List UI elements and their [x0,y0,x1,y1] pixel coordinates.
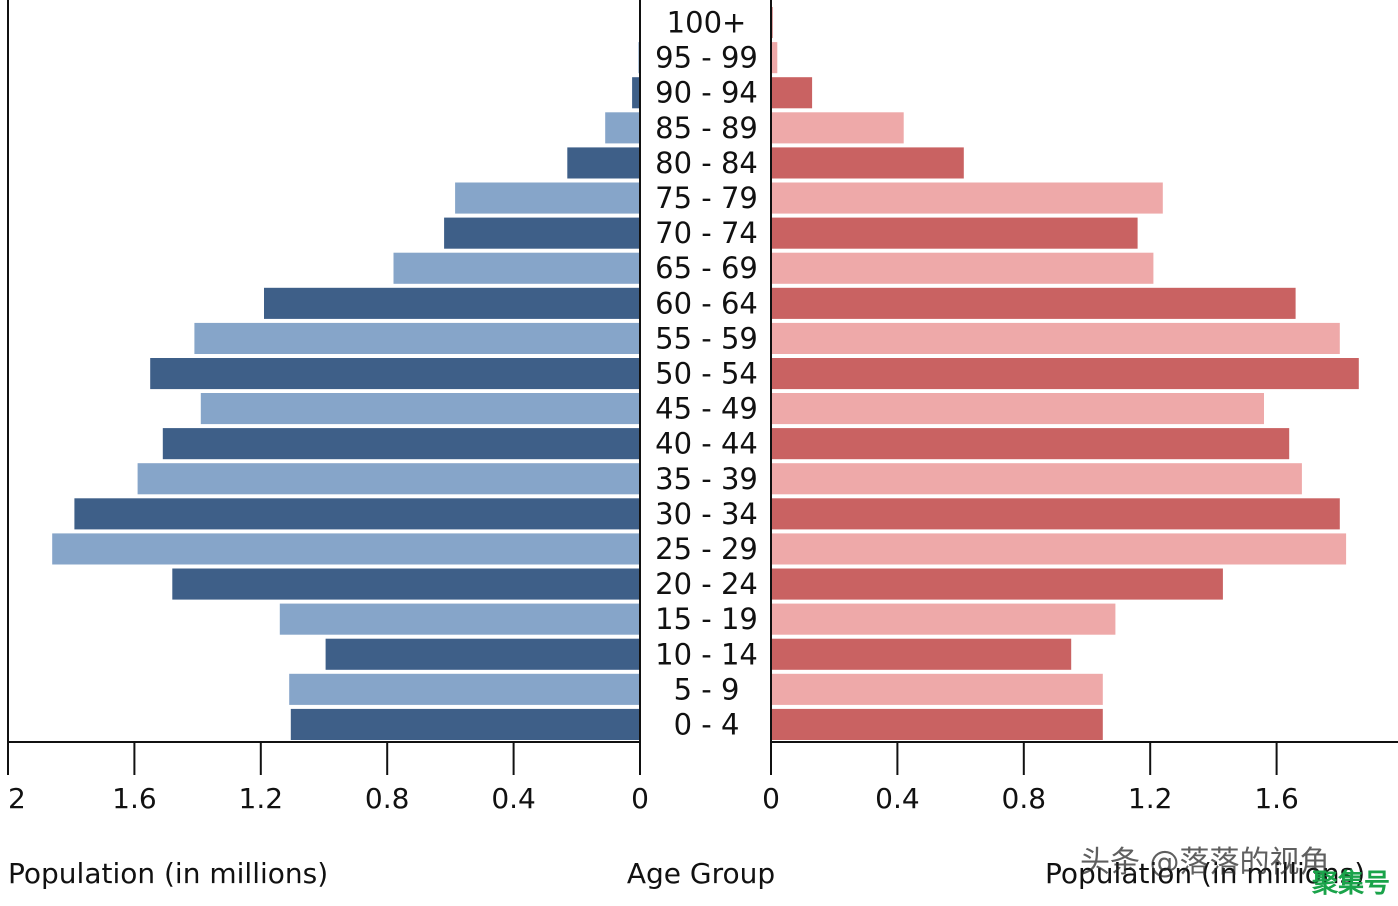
age-group-label: 50 - 54 [655,357,758,391]
age-group-label: 45 - 49 [655,392,758,426]
right-bar-10-14 [771,638,1072,670]
left-tick-label: 1.6 [112,782,157,815]
right-bars-group [771,7,1359,740]
left-tick-label: 0 [631,782,649,815]
left-bar-45-49 [200,393,641,425]
age-group-label: 30 - 34 [655,497,758,531]
right-bar-0-4 [771,708,1103,740]
left-bar-0-4 [290,708,640,740]
right-bar-55-59 [771,322,1340,354]
right-bar-70-74 [771,217,1138,249]
age-group-label: 100+ [667,6,747,40]
age-group-label: 0 - 4 [674,708,740,742]
right-bar-65-69 [771,252,1154,284]
left-bar-35-39 [137,463,640,495]
age-group-label: 95 - 99 [655,41,758,75]
age-group-label: 5 - 9 [674,672,740,706]
right-bar-30-34 [771,498,1340,530]
right-tick-label: 1.6 [1254,782,1299,815]
watermark-text: 头条 @落落的视角 [1080,845,1330,880]
age-group-label: 35 - 39 [655,462,758,496]
right-tick-label: 0.8 [1002,782,1047,815]
left-bar-65-69 [393,252,640,284]
age-group-label: 20 - 24 [655,567,758,601]
age-group-label: 15 - 19 [655,602,758,636]
center-axis-title: Age Group [627,857,775,890]
right-bar-60-64 [771,287,1296,319]
left-tick-label: 1.2 [239,782,284,815]
age-group-label: 75 - 79 [655,181,758,215]
left-tick-label: 0.8 [365,782,410,815]
left-bar-20-24 [172,568,641,600]
right-bar-25-29 [771,533,1347,565]
right-tick-label: 1.2 [1128,782,1173,815]
right-bar-85-89 [771,112,904,144]
age-group-label: 10 - 14 [655,637,758,671]
left-bar-75-79 [455,182,640,214]
left-tick-label: 2 [8,782,26,815]
left-bar-50-54 [150,358,640,390]
right-bar-80-84 [771,147,964,179]
age-group-label: 85 - 89 [655,111,758,145]
right-bar-75-79 [771,182,1163,214]
right-bar-15-19 [771,603,1116,635]
left-bar-70-74 [444,217,640,249]
right-bar-20-24 [771,568,1223,600]
left-bar-60-64 [264,287,640,319]
age-group-label: 40 - 44 [655,427,758,461]
left-bar-25-29 [52,533,640,565]
right-bar-95-99 [771,42,778,74]
left-bar-30-34 [74,498,640,530]
left-bar-85-89 [605,112,640,144]
left-bar-55-59 [194,322,640,354]
age-group-label: 80 - 84 [655,146,758,180]
right-tick-label: 0.4 [875,782,920,815]
left-tick-label: 0.4 [491,782,536,815]
left-bar-80-84 [567,147,640,179]
left-axis-title: Population (in millions) [8,857,328,890]
left-bars-group [52,7,641,740]
left-bar-10-14 [325,638,640,670]
age-group-label: 60 - 64 [655,286,758,320]
right-bar-35-39 [771,463,1302,495]
age-group-label: 25 - 29 [655,532,758,566]
age-group-label: 65 - 69 [655,251,758,285]
left-bar-90-94 [632,77,640,109]
ticks-group: 2 1.6 1.2 0.8 0.4 0 0 0.4 0.8 1.2 1.6 [7,742,1299,815]
right-bar-50-54 [771,358,1359,390]
right-bar-5-9 [771,673,1103,705]
age-group-label: 55 - 59 [655,321,758,355]
right-bar-45-49 [771,393,1264,425]
age-group-label: 70 - 74 [655,216,758,250]
right-tick-label: 0 [762,782,780,815]
right-bar-40-44 [771,428,1290,460]
left-bar-15-19 [279,603,640,635]
axes-group [7,0,1398,775]
age-group-label: 90 - 94 [655,76,758,110]
right-bar-90-94 [771,77,813,109]
watermark-badge: 聚集号 [1311,868,1390,899]
right-axis-title: Population (in millions) [1045,857,1365,890]
left-bar-40-44 [162,428,641,460]
left-bar-5-9 [289,673,640,705]
